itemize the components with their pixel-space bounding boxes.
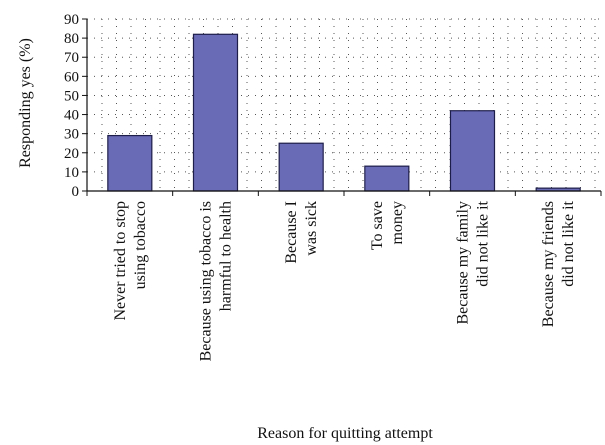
bar — [107, 134, 153, 192]
bar — [278, 142, 324, 192]
category-label-line: did not like it — [560, 200, 577, 286]
category-label-line: Because my friends — [540, 201, 557, 327]
y-tick-label: 70 — [64, 50, 79, 66]
y-tick-label: 80 — [64, 31, 79, 47]
category-label: Because my friends did not like it — [540, 200, 577, 327]
axes — [82, 18, 602, 196]
x-axis-title: Reason for quitting attempt — [257, 425, 433, 442]
y-tick-label: 20 — [64, 146, 79, 162]
y-tick-labels: 0 10 20 30 40 50 60 70 80 90 — [64, 12, 79, 200]
y-tick-label: 10 — [64, 165, 79, 181]
y-tick-label: 90 — [64, 12, 79, 28]
category-label-line: did not like it — [475, 200, 492, 286]
bar — [449, 110, 496, 192]
y-tick-label: 50 — [64, 88, 79, 104]
category-label-line: harmful to health — [218, 201, 235, 311]
category-label-line: To save — [369, 201, 386, 250]
category-label-line: Never tried to stop — [112, 201, 129, 321]
category-label: Never tried to stop using tobacco — [112, 201, 149, 321]
y-tick-label: 40 — [64, 108, 79, 124]
category-label: Because my family did not like it — [455, 200, 492, 324]
category-label-line: Because my family — [455, 201, 472, 325]
category-label-line: money — [389, 201, 406, 245]
category-label-line: was sick — [303, 201, 320, 256]
gridlines — [87, 18, 601, 191]
category-label-line: Because using tobacco is — [198, 201, 215, 361]
y-tick-label: 60 — [64, 69, 79, 85]
category-label-line: using tobacco — [132, 201, 149, 289]
category-label-line: Because I — [283, 201, 300, 264]
x-category-labels: Never tried to stop using tobacco Because … — [112, 200, 577, 361]
bar — [192, 33, 239, 192]
category-label: To save money — [369, 201, 406, 250]
bar — [364, 165, 410, 192]
y-tick-label: 0 — [72, 184, 80, 200]
y-tick-label: 30 — [64, 127, 79, 143]
bars — [107, 33, 581, 192]
category-label: Because using tobacco is harmful to healt… — [198, 201, 235, 361]
y-axis-title: Responding yes (%) — [17, 38, 34, 168]
